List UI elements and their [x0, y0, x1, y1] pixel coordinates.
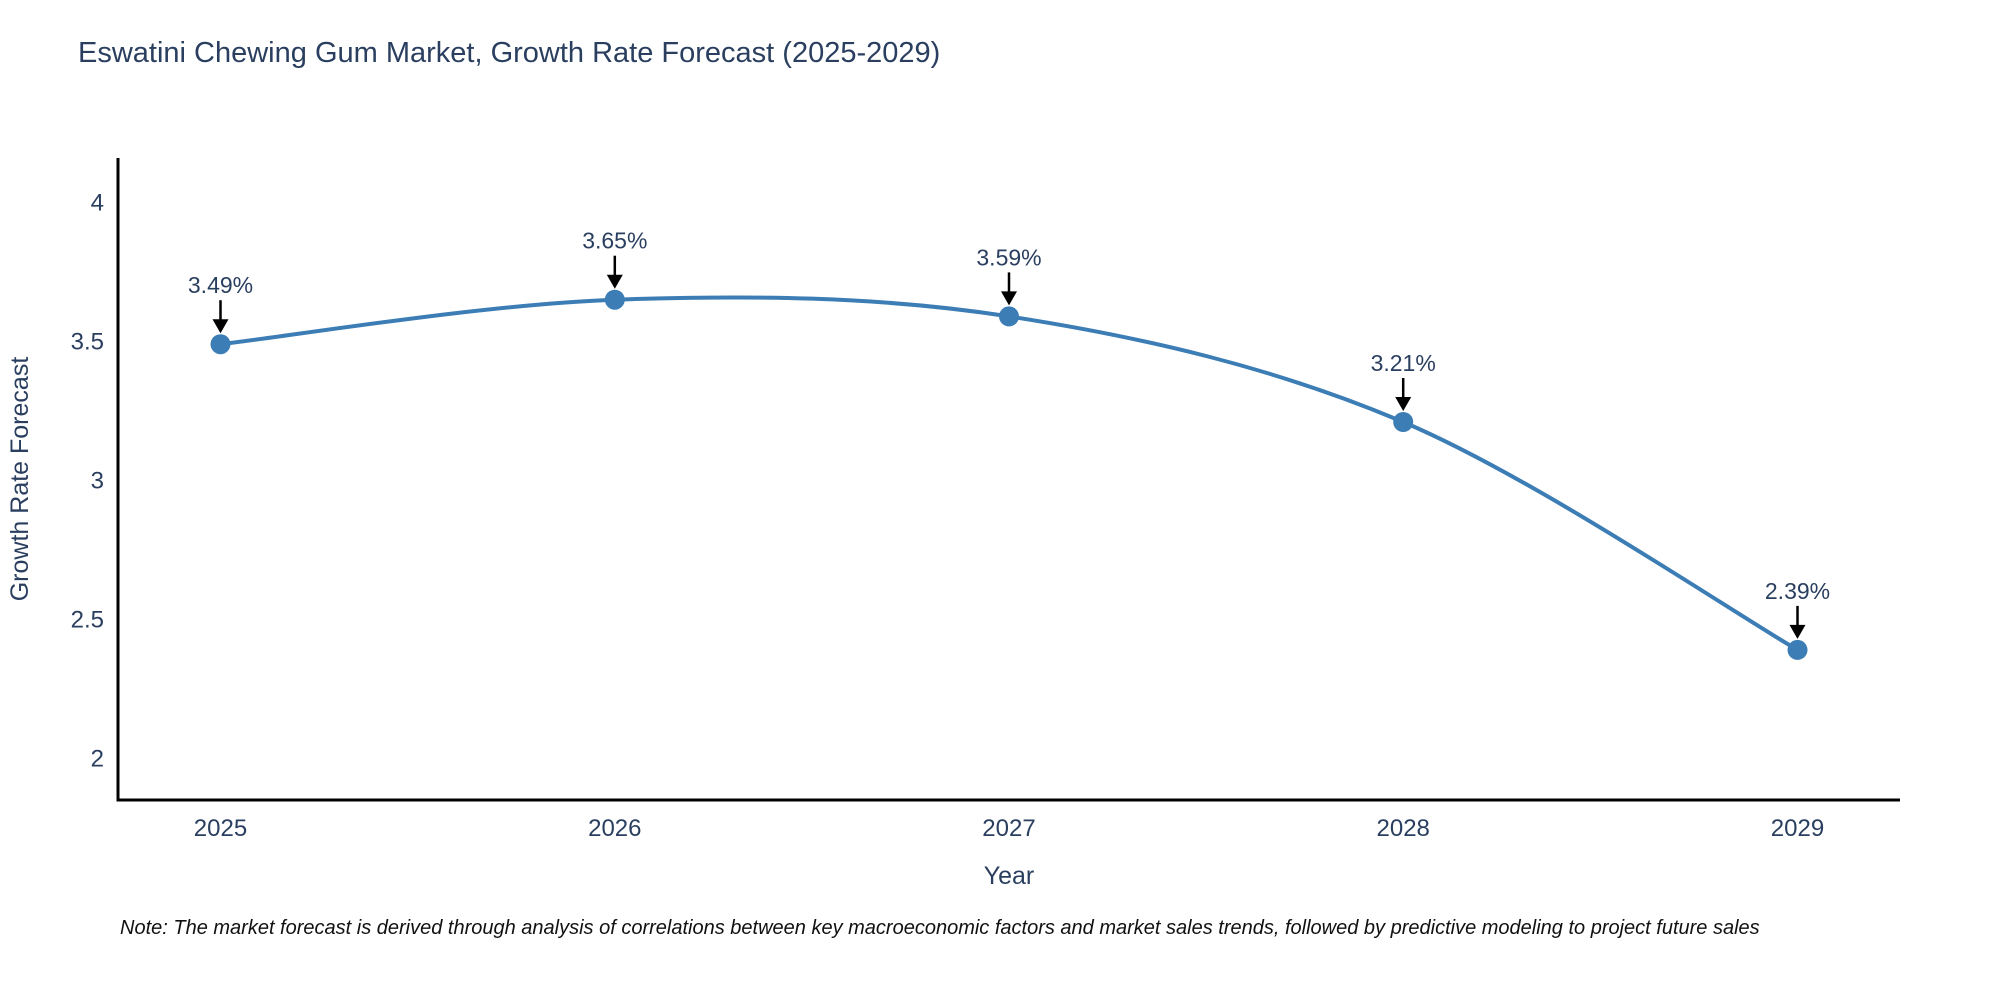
point-annotation: 3.49%: [188, 272, 253, 334]
y-tick-label: 4: [91, 190, 104, 217]
point-annotation: 2.39%: [1765, 578, 1830, 639]
point-annotation: 3.59%: [976, 244, 1042, 306]
data-point-marker: [210, 334, 231, 355]
annotation-label: 3.59%: [976, 244, 1041, 270]
data-point-marker: [604, 289, 625, 310]
y-tick-label: 3: [91, 467, 104, 494]
series-line: [220, 295, 1799, 652]
data-point-marker: [1787, 639, 1808, 660]
x-tick-label: 2026: [588, 815, 641, 842]
annotation-label: 3.49%: [188, 272, 253, 298]
y-tick-label: 3.5: [71, 328, 104, 355]
annotation-arrowhead: [1395, 397, 1412, 411]
x-tick-label: 2027: [982, 815, 1035, 842]
annotation-label: 3.21%: [1371, 350, 1436, 376]
annotation-arrowhead: [606, 274, 623, 289]
x-tick-label: 2029: [1771, 815, 1824, 842]
axis-lines: [116, 158, 1900, 802]
footnote: Note: The market forecast is derived thr…: [120, 917, 1760, 939]
x-tick-label: 2025: [194, 815, 247, 842]
data-point-marker: [1393, 412, 1414, 432]
annotation-arrowhead: [1789, 624, 1806, 639]
annotation-label: 3.65%: [582, 228, 647, 254]
point-annotation: 3.65%: [582, 228, 647, 289]
annotation-arrowhead: [212, 319, 229, 334]
y-axis-title: Growth Rate Forecast: [6, 357, 34, 602]
x-tick-label: 2028: [1377, 815, 1430, 842]
point-annotation: 3.21%: [1371, 350, 1436, 411]
chart-title: Eswatini Chewing Gum Market, Growth Rate…: [78, 37, 941, 69]
annotation-label: 2.39%: [1765, 578, 1830, 604]
y-tick-label: 2: [91, 745, 104, 772]
y-tick-label: 2.5: [71, 606, 104, 633]
data-point-marker: [999, 306, 1019, 327]
x-axis-title: Year: [984, 862, 1035, 890]
annotation-arrowhead: [1001, 291, 1017, 306]
